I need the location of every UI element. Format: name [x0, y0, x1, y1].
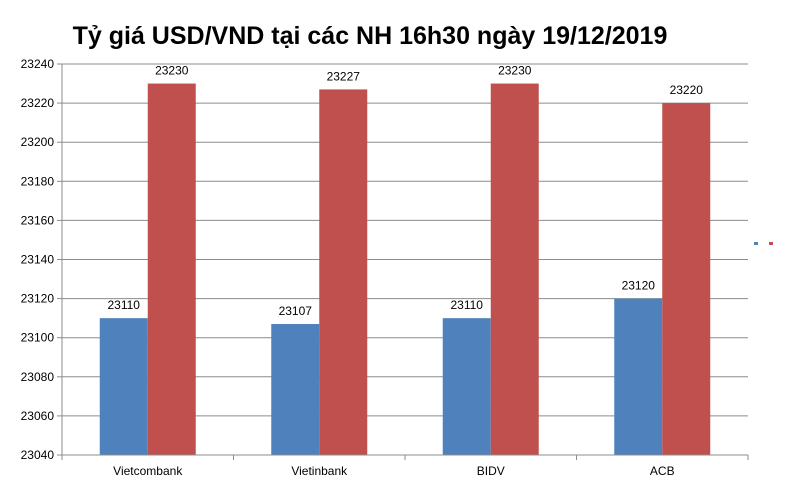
y-tick-label: 23160	[21, 213, 55, 227]
data-label: 23120	[622, 279, 656, 293]
data-label: 23230	[155, 64, 189, 78]
bar	[319, 89, 368, 455]
bar	[271, 324, 320, 455]
y-tick-label: 23180	[21, 174, 55, 188]
data-label: 23107	[279, 304, 313, 318]
y-tick-label: 23060	[21, 409, 55, 423]
x-tick-label: ACB	[650, 464, 675, 478]
bar	[662, 103, 711, 455]
y-tick-label: 23040	[21, 448, 55, 462]
legend-swatch	[769, 242, 773, 245]
bar	[614, 298, 663, 455]
bar	[442, 318, 491, 455]
y-tick-label: 23140	[21, 253, 55, 267]
data-label: 23220	[670, 83, 704, 97]
y-tick-label: 23120	[21, 292, 55, 306]
x-tick-label: BIDV	[477, 464, 505, 478]
data-label: 23110	[108, 298, 141, 312]
y-tick-label: 23220	[21, 96, 55, 110]
x-tick-label: Vietcombank	[113, 464, 183, 478]
data-label: 23227	[327, 69, 361, 83]
bar	[490, 83, 539, 456]
data-label: 23230	[498, 64, 532, 78]
legend-swatch	[754, 242, 758, 245]
y-tick-label: 23200	[21, 135, 55, 149]
y-tick-label: 23080	[21, 370, 55, 384]
bar	[99, 318, 148, 455]
chart-title: Tỷ giá USD/VND tại các NH 16h30 ngày 19/…	[72, 22, 668, 50]
y-tick-label: 23240	[21, 57, 55, 71]
data-label: 23110	[451, 298, 484, 312]
y-tick-label: 23100	[21, 331, 55, 345]
x-tick-label: Vietinbank	[291, 464, 348, 478]
bar	[147, 83, 196, 456]
